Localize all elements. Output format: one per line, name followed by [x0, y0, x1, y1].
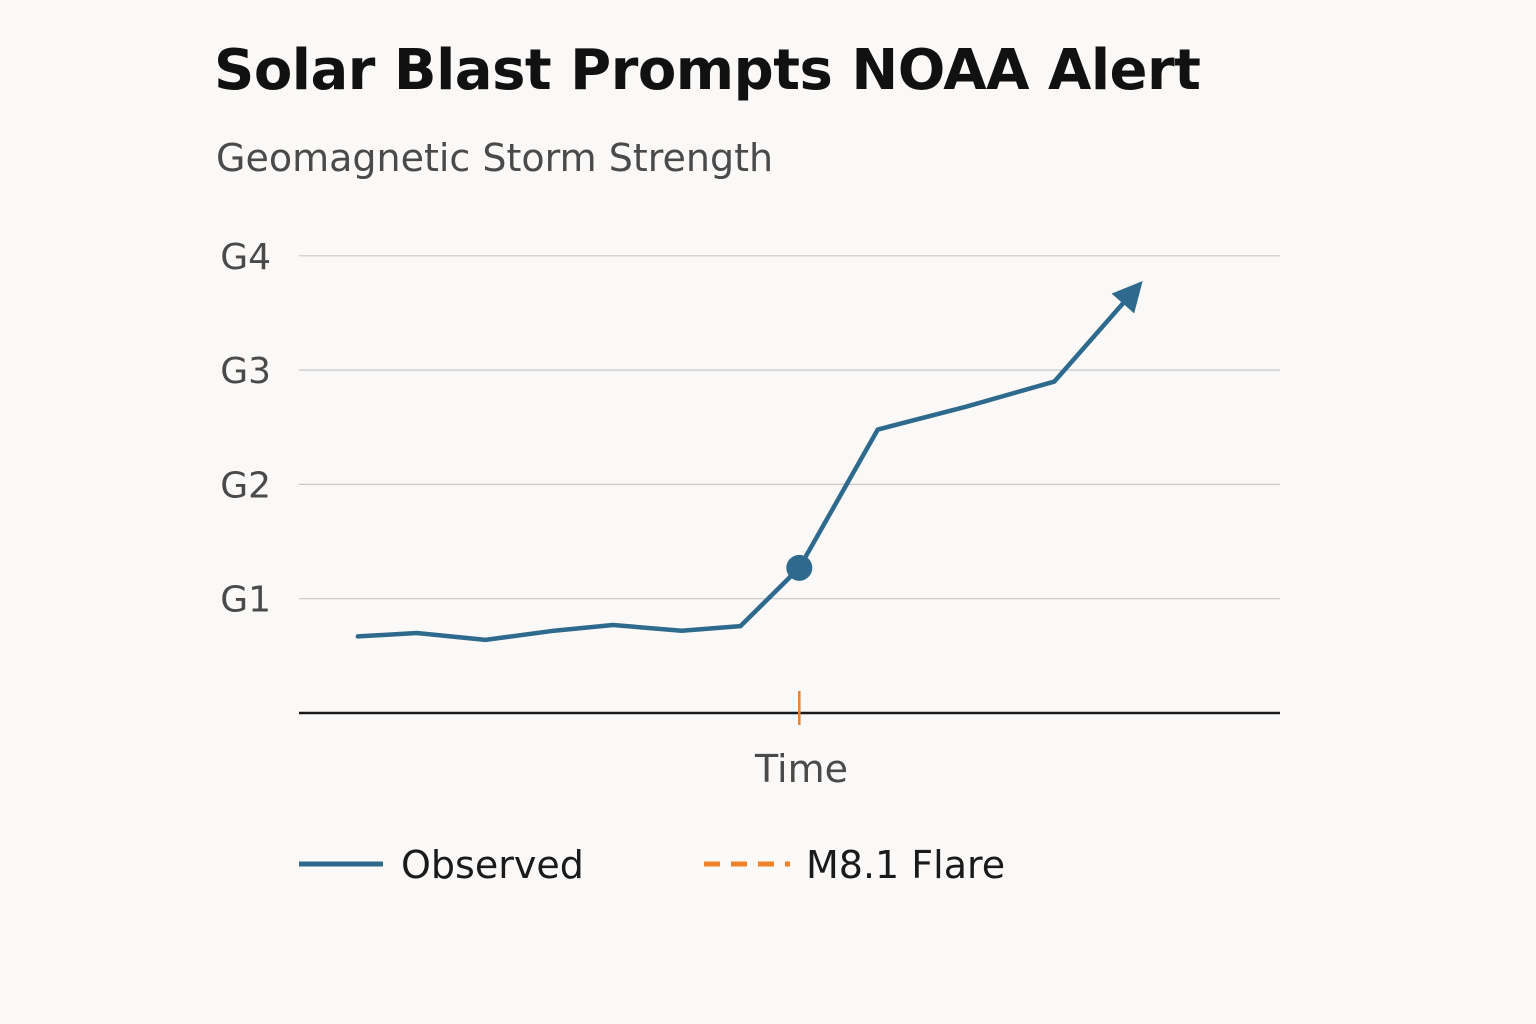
legend: Observed M8.1 Flare: [299, 843, 1005, 887]
observed-highlight-point: [786, 554, 813, 581]
legend-label-flare: M8.1 Flare: [806, 843, 1005, 887]
y-tick-g4: G4: [220, 237, 271, 278]
y-tick-labels: G1 G2 G3 G4: [220, 237, 271, 621]
y-tick-g3: G3: [220, 351, 271, 392]
x-axis-label: Time: [754, 747, 848, 791]
observed-point: [611, 623, 615, 627]
x-axis: Time: [299, 711, 1280, 791]
y-tick-g1: G1: [220, 580, 271, 621]
chart-title: Solar Blast Prompts NOAA Alert: [214, 38, 1201, 103]
observed-point: [738, 624, 742, 628]
observed-line: [355, 301, 1126, 643]
legend-label-observed: Observed: [401, 843, 584, 887]
observed-point: [552, 629, 556, 633]
observed-point: [876, 428, 880, 432]
observed-point: [964, 405, 968, 409]
observed-point: [415, 631, 419, 635]
chart-subtitle: Geomagnetic Storm Strength: [216, 136, 774, 180]
observed-arrowhead: [1111, 280, 1143, 314]
observed-point: [1141, 279, 1145, 283]
grid-lines: [299, 255, 1280, 600]
y-tick-g2: G2: [220, 465, 271, 506]
observed-point: [356, 634, 360, 638]
observed-point: [680, 629, 684, 633]
observed-point: [483, 638, 487, 642]
observed-point: [1052, 380, 1056, 384]
series-observed: [355, 279, 1145, 643]
